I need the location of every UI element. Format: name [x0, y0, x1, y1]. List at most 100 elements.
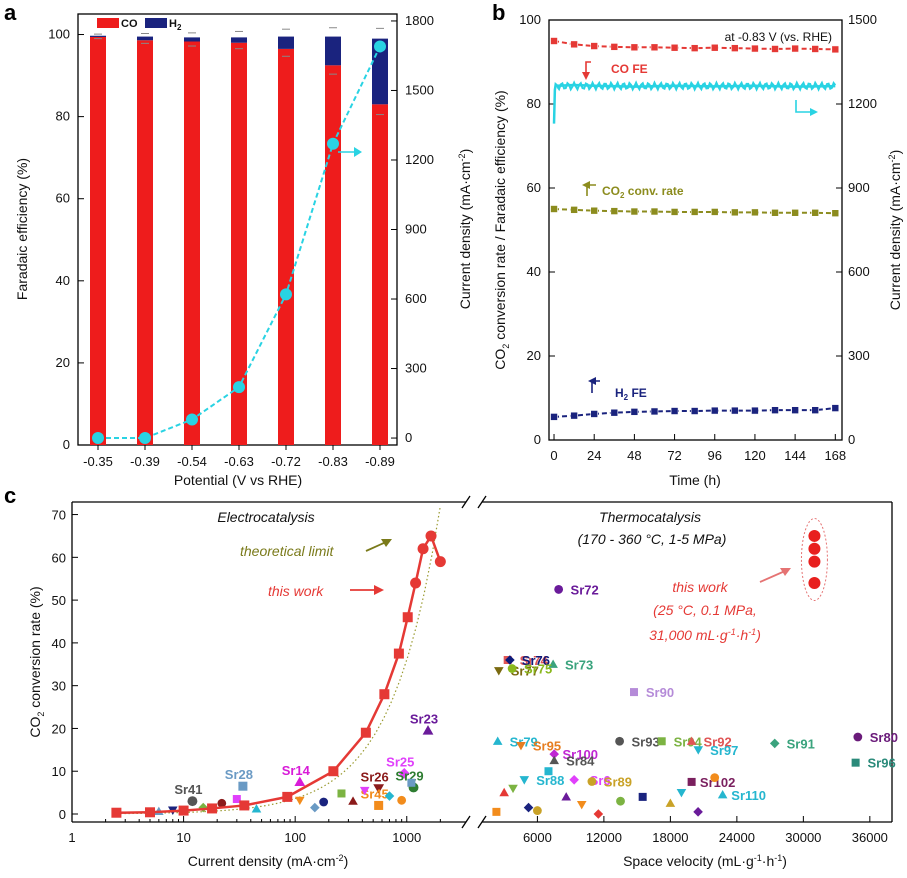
a-ytick-label: 0 [63, 437, 70, 452]
panel-a-bars [90, 35, 388, 446]
panel-b-co2-rate-label: CO2 conv. rate [582, 181, 684, 200]
b-series-point [751, 406, 759, 415]
a-current-density-point [233, 381, 245, 394]
c-this-work-electro-square [360, 727, 371, 738]
panel-a-error-bars [94, 27, 384, 116]
c-electro-minor-marker [232, 795, 241, 804]
c-this-work-electro-square [328, 766, 339, 777]
panel-b-y2-label: Current density (mA·cm-2) [887, 150, 903, 311]
a-xtick-label: -0.89 [365, 454, 395, 469]
c-thermo-ref-label: Sr73 [565, 657, 593, 672]
c-thermo-ref-marker [657, 737, 666, 746]
c-thermo-ref-marker [548, 659, 558, 668]
b-ytick-label: 0 [534, 432, 541, 447]
panel-c-y-axis: 0 10 20 30 40 50 60 70 [52, 508, 78, 822]
this-work-electro-label: this work [268, 583, 324, 599]
this-work-thermo-arrow [759, 568, 791, 583]
b-series-point [811, 208, 820, 217]
c-thermo-ref-marker [587, 777, 597, 786]
legend-co-label: CO [121, 18, 138, 30]
c-ytick-label: 10 [52, 764, 66, 779]
b-y2tick-label: 1200 [848, 96, 877, 111]
b-series-point [791, 208, 799, 217]
c-thermo-ref-label: Sr110 [731, 788, 766, 803]
c-thermo-ref-label: Sr75 [524, 662, 552, 677]
c-thermo-ref-label: Sr102 [700, 775, 735, 790]
c-this-work-electro-line [116, 533, 442, 814]
c-thermo-ref-label: Sr97 [710, 743, 738, 758]
c-electro-ref-label: Sr25 [386, 754, 414, 769]
c-this-work-thermo-point [808, 577, 821, 589]
legend-co-swatch [97, 18, 119, 28]
c-this-work-electro-square [379, 689, 390, 700]
c-electro-minor-marker [348, 796, 358, 805]
c-ytick-label: 30 [52, 679, 66, 694]
c-ytick-label: 60 [52, 550, 66, 565]
b-series-point [751, 44, 759, 53]
panel-b-plot-frame [548, 19, 843, 441]
thermocatalysis-title: Thermocatalysis [599, 509, 701, 525]
c-thermo-ref-label: Sr74 [520, 653, 549, 668]
c-thermo-ref-label: Sr93 [631, 734, 659, 749]
panel-b-x-label: Time (h) [669, 472, 721, 488]
c-thermo-ref-marker [507, 664, 517, 673]
a-bar-h2 [137, 36, 153, 41]
c-thermo-ref-label: Sr72 [571, 582, 599, 597]
thermo-arrow-line [759, 570, 786, 583]
c-left-xtick-label: 1000 [392, 830, 421, 845]
b-series-point [590, 42, 599, 50]
c-this-work-electro-square [178, 805, 189, 816]
h2-fe-arrowhead [588, 377, 596, 385]
panel-a: a 0 20 40 60 80 100 0 300 600 900 1200 1500 1800 -0… [4, 0, 473, 488]
panel-b-current-label [795, 100, 818, 116]
a-y2tick-label: 1500 [405, 82, 434, 97]
a-xtick-label: -0.83 [318, 454, 348, 469]
panel-a-category-ticks: -0.35 -0.39 -0.54 -0.63 -0.72 -0.83 -0.89 [83, 445, 395, 469]
b-y2tick-label: 300 [848, 348, 870, 363]
c-left-xtick-label: 1 [68, 830, 75, 845]
b-series-point [710, 43, 719, 52]
a-bar-co [137, 40, 153, 445]
c-thermo-minor-marker [508, 784, 518, 794]
c-ytick-label: 40 [52, 636, 66, 651]
panel-b-letter: b [492, 0, 505, 25]
a-bar-h2 [325, 36, 341, 66]
c-thermo-ref-label: Sr91 [787, 736, 815, 751]
c-electro-ref-marker [187, 796, 198, 807]
c-this-work-thermo-point [808, 555, 821, 568]
panel-b: b 0 20 40 60 80 100 0 300 600 900 1200 1500 0 24 48 7… [492, 0, 903, 488]
c-thermo-ref-label: Sr89 [604, 774, 632, 789]
c-electro-ref-marker [294, 776, 306, 786]
co-fe-bracket [585, 61, 591, 76]
c-thermo-ref-marker [717, 789, 728, 799]
c-thermo-minor-marker [523, 802, 534, 813]
break-mark-bottom-b [477, 815, 487, 829]
b-xtick-label: 48 [627, 448, 641, 463]
c-thermo-minor-marker [665, 798, 676, 807]
b-series-point [630, 43, 639, 52]
c-electro-ref-label: Sr26 [361, 769, 389, 784]
panel-b-co-fe-label: CO FE [582, 61, 648, 80]
c-thermo-ref-marker [615, 736, 624, 746]
a-bar-h2 [90, 35, 106, 37]
a-y2tick-label: 600 [405, 291, 427, 306]
c-thermo-ref-label: Sr90 [646, 685, 674, 700]
b-y2tick-label: 1500 [848, 12, 877, 27]
b-series-point [831, 404, 840, 412]
a-bar-co [90, 36, 106, 446]
a-xtick-label: -0.54 [177, 454, 207, 469]
c-thermo-ref-label: Sr100 [563, 747, 598, 762]
panel-a-x-label: Potential (V vs RHE) [174, 472, 302, 488]
panel-a-current-density-series [92, 40, 386, 445]
c-thermo-minor-marker [533, 806, 542, 815]
panel-b-left-axis: 0 20 40 60 80 100 [519, 12, 555, 447]
c-electro-ref-marker [398, 767, 410, 779]
c-electro-ref-marker [374, 800, 384, 810]
c-electro-minor-marker [251, 804, 262, 813]
a-xtick-label: -0.72 [271, 454, 301, 469]
c-thermo-ref-marker [492, 736, 503, 745]
b-series-point [590, 206, 599, 215]
panel-c-axis-break-marks [461, 495, 487, 829]
panel-a-letter: a [4, 0, 17, 25]
